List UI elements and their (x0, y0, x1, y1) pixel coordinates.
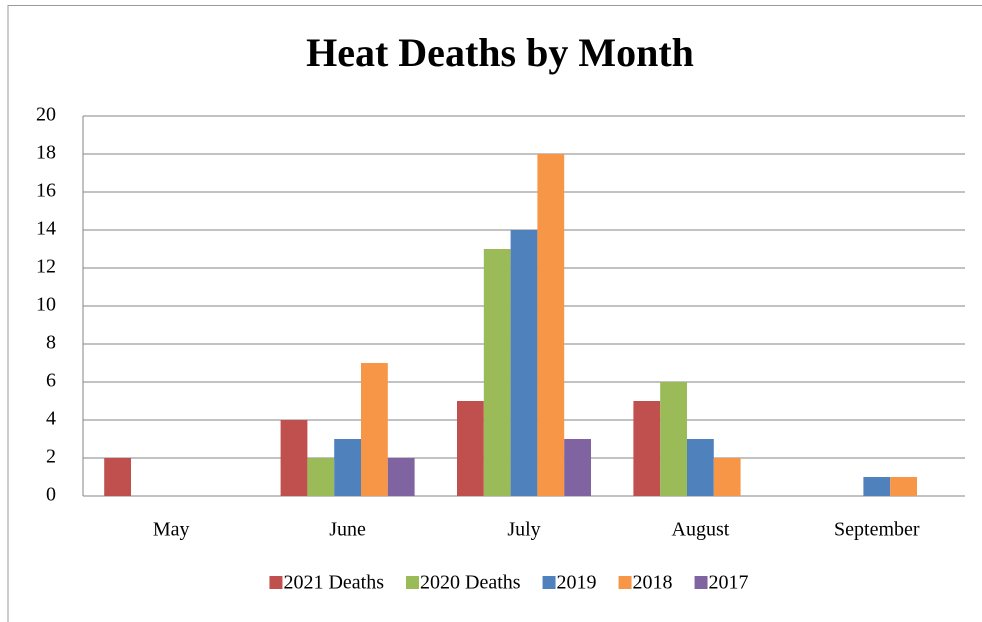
legend-swatch (542, 576, 556, 589)
legend-label: 2017 (709, 572, 749, 594)
y-tick-label: 10 (36, 294, 56, 316)
y-tick-label: 4 (46, 408, 56, 430)
bar (280, 420, 308, 496)
bar (483, 249, 511, 496)
x-tick-label: May (153, 519, 190, 541)
legend-label: 2019 (557, 572, 597, 594)
bar (361, 363, 388, 496)
legend-swatch (406, 576, 419, 589)
y-tick-label: 12 (36, 256, 56, 278)
legend-label: 2018 (633, 572, 673, 594)
legend-swatch (269, 576, 283, 589)
bar (334, 439, 361, 496)
bar (104, 458, 131, 496)
y-tick-label: 16 (36, 180, 56, 202)
bar (687, 439, 714, 496)
y-tick-label: 0 (46, 484, 56, 506)
legend-swatch (694, 576, 708, 589)
x-tick-label: June (329, 519, 366, 541)
y-tick-label: 8 (46, 332, 56, 354)
y-tick-label: 20 (36, 104, 56, 126)
bar (537, 154, 565, 496)
y-tick-label: 6 (46, 370, 56, 392)
bar (387, 458, 415, 496)
bar (890, 477, 917, 496)
chart-title: Heat Deaths by Month (306, 30, 694, 75)
bar (457, 401, 484, 496)
legend-swatch (618, 576, 632, 589)
bar (510, 230, 538, 496)
bar (307, 458, 335, 496)
x-tick-label: September (834, 519, 920, 541)
bar (863, 477, 891, 496)
x-tick-label: July (507, 519, 540, 541)
bar (633, 401, 661, 496)
bar (564, 439, 591, 496)
y-tick-label: 2 (46, 446, 56, 468)
legend-label: 2020 Deaths (420, 572, 521, 594)
y-tick-label: 18 (36, 142, 56, 164)
chart-border (7, 5, 982, 622)
bar (660, 382, 687, 496)
legend-label: 2021 Deaths (283, 572, 384, 594)
x-tick-label: August (672, 519, 730, 541)
y-tick-label: 14 (36, 218, 56, 240)
bar (713, 458, 741, 496)
